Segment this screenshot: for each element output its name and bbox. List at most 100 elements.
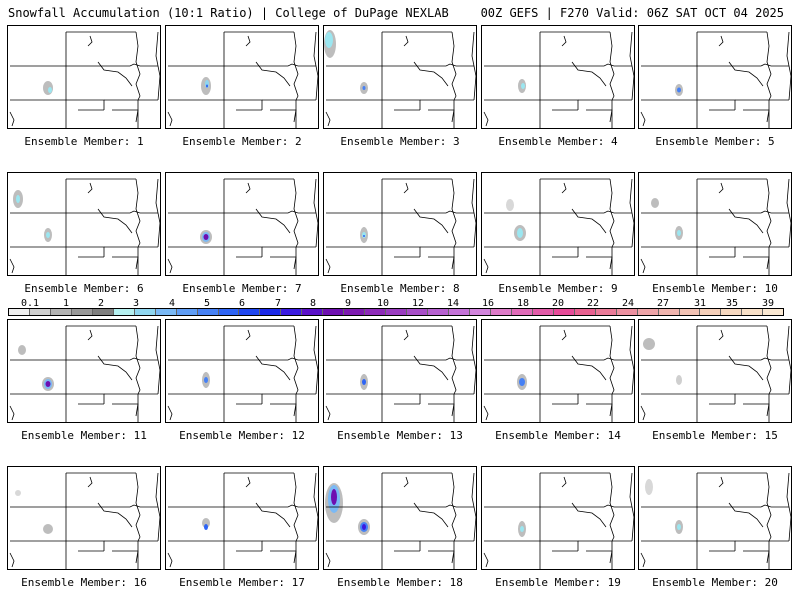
member-map-panel [481, 172, 635, 276]
state-boundary [66, 99, 105, 110]
color-scale-swatch [742, 309, 764, 315]
state-boundary [167, 405, 173, 421]
member-map [483, 31, 634, 128]
state-boundary [586, 403, 613, 417]
member-map-panel [638, 466, 792, 570]
state-boundary [112, 109, 139, 123]
state-boundary [483, 111, 489, 127]
state-boundary [262, 393, 297, 422]
color-scale-swatch [386, 309, 408, 315]
color-scale-tick-label: 14 [446, 298, 460, 309]
state-boundary [104, 99, 139, 128]
state-boundary [718, 35, 724, 47]
state-boundary [697, 540, 736, 551]
state-boundary [586, 109, 613, 123]
color-scale-swatch [134, 309, 156, 315]
snowfall-contour [519, 378, 525, 386]
state-boundary [451, 31, 457, 101]
color-scale-swatch [658, 309, 680, 315]
state-boundary [561, 329, 567, 341]
member-label: Ensemble Member: 2 [182, 135, 302, 148]
color-scale-swatch [616, 309, 638, 315]
state-boundary [270, 550, 297, 564]
snowfall-contour [651, 198, 659, 208]
state-boundary [97, 208, 133, 234]
member-map [483, 178, 634, 275]
state-boundary [97, 61, 133, 87]
state-boundary [104, 246, 139, 275]
color-scale-swatch [218, 309, 240, 315]
member-map-panel [638, 172, 792, 276]
state-boundary [484, 473, 541, 508]
color-scale-tick-label: 31 [693, 298, 707, 309]
state-boundary [571, 502, 607, 528]
color-scale-swatch [281, 309, 303, 315]
state-boundary [697, 210, 772, 214]
state-boundary [224, 357, 299, 361]
color-scale-swatch [574, 309, 596, 315]
member-map [9, 472, 160, 569]
state-boundary [66, 246, 105, 257]
snowfall-contour [677, 87, 681, 93]
state-boundary [403, 329, 409, 341]
color-scale-swatch [428, 309, 450, 315]
state-boundary [270, 403, 297, 417]
color-scale-swatch [407, 309, 429, 315]
state-boundary [743, 109, 770, 123]
state-boundary [428, 256, 455, 270]
state-boundary [224, 540, 263, 551]
state-boundary [718, 476, 724, 488]
state-boundary [167, 552, 173, 568]
snowfall-contour [45, 381, 51, 387]
member-map-panel [165, 319, 319, 423]
color-scale-swatch [176, 309, 198, 315]
member-map [167, 325, 318, 422]
snowfall-contour [362, 524, 366, 530]
member-map-panel [323, 319, 477, 423]
snowfall-contour [16, 195, 20, 203]
state-boundary [325, 258, 331, 274]
color-scale-swatch [239, 309, 261, 315]
color-scale-swatch [763, 309, 784, 315]
state-boundary [420, 99, 455, 128]
state-boundary [382, 393, 421, 404]
state-boundary [640, 111, 646, 127]
color-scale-swatch [71, 309, 93, 315]
state-boundary [270, 109, 297, 123]
member-label: Ensemble Member: 7 [182, 282, 302, 295]
state-boundary [168, 32, 225, 67]
state-boundary [451, 178, 457, 248]
state-boundary [743, 403, 770, 417]
member-map [167, 472, 318, 569]
state-boundary [735, 246, 770, 275]
member-label: Ensemble Member: 19 [495, 576, 621, 589]
snowfall-contour [521, 83, 525, 89]
state-boundary [640, 258, 646, 274]
member-label: Ensemble Member: 6 [24, 282, 144, 295]
color-scale-swatch [50, 309, 72, 315]
state-boundary [255, 502, 291, 528]
state-boundary [382, 504, 457, 508]
state-boundary [382, 357, 457, 361]
color-scale-swatch [260, 309, 282, 315]
state-boundary [483, 258, 489, 274]
color-scale-tick-label: 5 [203, 298, 211, 309]
snowfall-contour [677, 524, 681, 530]
color-scale-swatch [553, 309, 575, 315]
state-boundary [640, 552, 646, 568]
member-label: Ensemble Member: 5 [655, 135, 775, 148]
state-boundary [270, 256, 297, 270]
snowfall-contour [517, 228, 523, 238]
member-map [325, 325, 476, 422]
color-scale-tick-label: 22 [586, 298, 600, 309]
state-boundary [728, 502, 764, 528]
color-scale-swatch [637, 309, 659, 315]
state-boundary [255, 355, 291, 381]
color-scale-tick-label: 16 [481, 298, 495, 309]
color-scale-swatch [197, 309, 219, 315]
member-map-panel [638, 25, 792, 129]
state-boundary [326, 179, 383, 214]
snowfall-contour [506, 199, 514, 211]
state-boundary [697, 99, 736, 110]
state-boundary [262, 99, 297, 128]
